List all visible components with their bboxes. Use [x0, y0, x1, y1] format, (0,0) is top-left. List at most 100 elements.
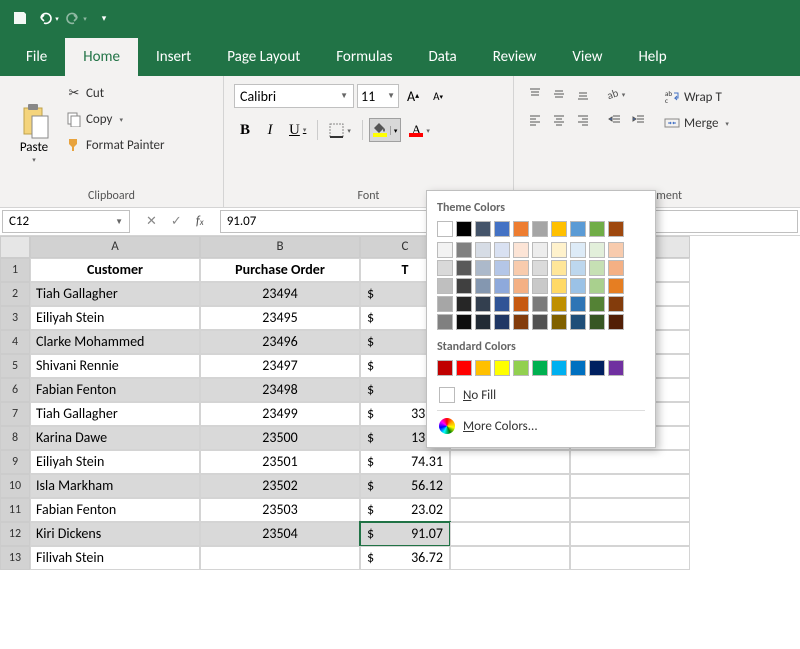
color-swatch[interactable] [570, 260, 586, 276]
color-swatch[interactable] [513, 260, 529, 276]
borders-button[interactable] [324, 118, 356, 142]
color-swatch[interactable] [589, 278, 605, 294]
copy-button[interactable]: Copy [66, 108, 165, 130]
color-swatch[interactable] [456, 278, 472, 294]
paste-button[interactable]: Paste ▾ [10, 80, 58, 185]
color-swatch[interactable] [570, 314, 586, 330]
color-swatch[interactable] [494, 296, 510, 312]
color-swatch[interactable] [475, 314, 491, 330]
row-header[interactable]: 9 [0, 450, 30, 474]
align-bottom-icon[interactable] [572, 84, 594, 104]
color-swatch[interactable] [532, 314, 548, 330]
color-swatch[interactable] [475, 278, 491, 294]
tab-help[interactable]: Help [620, 38, 684, 76]
cell[interactable]: $74.31 [360, 450, 450, 474]
color-swatch[interactable] [532, 221, 548, 237]
row-header[interactable]: 8 [0, 426, 30, 450]
cell[interactable] [450, 498, 570, 522]
row-header[interactable]: 3 [0, 306, 30, 330]
font-size-select[interactable]: 11▼ [357, 84, 399, 108]
row-header[interactable]: 12 [0, 522, 30, 546]
color-swatch[interactable] [608, 314, 624, 330]
color-swatch[interactable] [589, 296, 605, 312]
cell[interactable]: 23500 [200, 426, 360, 450]
cell[interactable] [450, 474, 570, 498]
cell[interactable] [200, 546, 360, 570]
qat-customize-icon[interactable]: ▾ [92, 6, 116, 30]
increase-font-icon[interactable]: A▴ [402, 84, 424, 108]
color-swatch[interactable] [475, 260, 491, 276]
color-swatch[interactable] [437, 242, 453, 258]
color-swatch[interactable] [551, 260, 567, 276]
cell[interactable]: 23504 [200, 522, 360, 546]
color-swatch[interactable] [589, 260, 605, 276]
cell[interactable]: 23494 [200, 282, 360, 306]
color-swatch[interactable] [551, 314, 567, 330]
row-header[interactable]: 5 [0, 354, 30, 378]
cell[interactable]: 23499 [200, 402, 360, 426]
row-header[interactable]: 11 [0, 498, 30, 522]
color-swatch[interactable] [494, 242, 510, 258]
underline-button[interactable]: U [284, 118, 311, 142]
color-swatch[interactable] [513, 314, 529, 330]
cell[interactable]: $91.07 [360, 522, 450, 546]
color-swatch[interactable] [456, 260, 472, 276]
cell[interactable]: Kiri Dickens [30, 522, 200, 546]
fill-color-button[interactable]: ▾ [369, 118, 402, 142]
cell[interactable]: Eiliyah Stein [30, 306, 200, 330]
fx-icon[interactable]: fx [196, 214, 204, 229]
save-icon[interactable] [8, 6, 32, 30]
cell[interactable]: $23.02 [360, 498, 450, 522]
increase-indent-icon[interactable] [628, 110, 650, 130]
color-swatch[interactable] [570, 360, 586, 376]
color-swatch[interactable] [494, 260, 510, 276]
color-swatch[interactable] [532, 360, 548, 376]
cell[interactable]: Tiah Gallagher [30, 282, 200, 306]
tab-page-layout[interactable]: Page Layout [209, 38, 318, 76]
cut-button[interactable]: ✂Cut [66, 82, 165, 104]
color-swatch[interactable] [589, 360, 605, 376]
color-swatch[interactable] [589, 242, 605, 258]
color-swatch[interactable] [494, 314, 510, 330]
tab-file[interactable]: File [8, 38, 65, 76]
cell[interactable]: Shivani Rennie [30, 354, 200, 378]
color-swatch[interactable] [589, 314, 605, 330]
color-swatch[interactable] [513, 296, 529, 312]
color-swatch[interactable] [570, 221, 586, 237]
tab-formulas[interactable]: Formulas [318, 38, 410, 76]
cell[interactable] [570, 450, 690, 474]
cell[interactable]: Clarke Mohammed [30, 330, 200, 354]
color-swatch[interactable] [532, 242, 548, 258]
tab-home[interactable]: Home [65, 38, 138, 76]
color-swatch[interactable] [437, 360, 453, 376]
cell[interactable] [450, 450, 570, 474]
font-color-button[interactable]: A [404, 118, 435, 142]
row-header[interactable]: 13 [0, 546, 30, 570]
cell[interactable]: Karina Dawe [30, 426, 200, 450]
row-header[interactable]: 6 [0, 378, 30, 402]
cell[interactable]: Filivah Stein [30, 546, 200, 570]
cell[interactable]: Fabian Fenton [30, 378, 200, 402]
color-swatch[interactable] [494, 221, 510, 237]
cell[interactable]: 23497 [200, 354, 360, 378]
color-swatch[interactable] [494, 278, 510, 294]
color-swatch[interactable] [475, 360, 491, 376]
color-swatch[interactable] [475, 242, 491, 258]
color-swatch[interactable] [475, 221, 491, 237]
align-center-icon[interactable] [548, 110, 570, 130]
color-swatch[interactable] [475, 296, 491, 312]
color-swatch[interactable] [456, 314, 472, 330]
cell[interactable]: Purchase Order [200, 258, 360, 282]
color-swatch[interactable] [513, 360, 529, 376]
color-swatch[interactable] [437, 296, 453, 312]
color-swatch[interactable] [456, 221, 472, 237]
cell[interactable]: 23502 [200, 474, 360, 498]
row-header[interactable]: 7 [0, 402, 30, 426]
no-fill-option[interactable]: No Fill [437, 382, 645, 408]
row-header[interactable]: 10 [0, 474, 30, 498]
color-swatch[interactable] [456, 360, 472, 376]
column-header[interactable]: B [200, 236, 360, 258]
cell[interactable]: Tiah Gallagher [30, 402, 200, 426]
color-swatch[interactable] [437, 278, 453, 294]
align-middle-icon[interactable] [548, 84, 570, 104]
